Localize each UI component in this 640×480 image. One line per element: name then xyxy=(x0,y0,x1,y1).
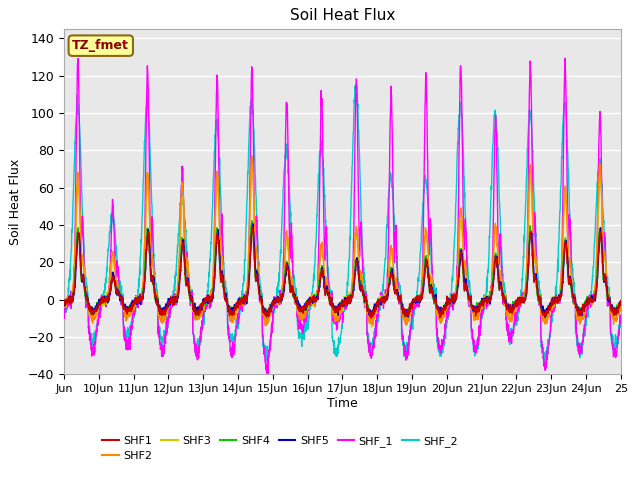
SHF_2 xyxy=(353,81,360,87)
SHF_2 xyxy=(60,311,68,317)
SHF4 xyxy=(248,218,255,224)
SHF5 xyxy=(60,301,68,307)
SHF_1 xyxy=(541,362,549,368)
SHF5 xyxy=(116,292,124,298)
SHF4 xyxy=(263,315,271,321)
SHF1 xyxy=(376,297,384,302)
SHF3 xyxy=(376,297,384,302)
Line: SHF1: SHF1 xyxy=(64,227,621,318)
SHF5 xyxy=(542,312,550,318)
SHF3 xyxy=(609,312,617,318)
SHF1 xyxy=(510,302,518,308)
SHF2 xyxy=(60,304,68,310)
Line: SHF2: SHF2 xyxy=(64,156,621,326)
SHF1 xyxy=(542,312,550,317)
SHF3 xyxy=(510,310,518,316)
SHF2 xyxy=(248,153,256,159)
Text: TZ_fmet: TZ_fmet xyxy=(72,39,129,52)
SHF_2 xyxy=(236,312,244,318)
SHF3 xyxy=(368,324,376,330)
SHF1 xyxy=(236,296,244,302)
Line: SHF_2: SHF_2 xyxy=(64,84,621,362)
SHF5 xyxy=(617,299,625,305)
SHF_1 xyxy=(264,371,272,377)
SHF5 xyxy=(609,307,617,312)
SHF1 xyxy=(367,315,375,321)
SHF2 xyxy=(510,309,518,315)
SHF3 xyxy=(542,315,550,321)
Line: SHF3: SHF3 xyxy=(64,167,621,327)
SHF2 xyxy=(262,323,269,329)
SHF5 xyxy=(376,300,384,306)
SHF2 xyxy=(236,301,244,307)
SHF1 xyxy=(609,309,617,315)
SHF2 xyxy=(617,303,625,309)
SHF_1 xyxy=(376,302,384,308)
SHF3 xyxy=(248,164,256,170)
Legend: SHF1, SHF2, SHF3, SHF4, SHF5, SHF_1, SHF_2: SHF1, SHF2, SHF3, SHF4, SHF5, SHF_1, SHF… xyxy=(97,431,462,466)
SHF_2 xyxy=(510,324,518,329)
SHF4 xyxy=(609,307,617,313)
SHF_2 xyxy=(609,341,617,347)
SHF3 xyxy=(60,304,68,310)
SHF_1 xyxy=(617,320,625,326)
SHF3 xyxy=(116,291,124,297)
SHF1 xyxy=(617,298,625,303)
SHF_1 xyxy=(60,310,68,316)
SHF2 xyxy=(542,316,550,322)
SHF4 xyxy=(116,294,124,300)
SHF5 xyxy=(249,221,257,227)
SHF2 xyxy=(116,293,124,299)
SHF3 xyxy=(617,301,625,307)
Y-axis label: Soil Heat Flux: Soil Heat Flux xyxy=(10,158,22,245)
SHF4 xyxy=(510,302,518,308)
SHF1 xyxy=(60,298,68,303)
SHF4 xyxy=(236,294,244,300)
SHF_2 xyxy=(617,317,625,323)
SHF5 xyxy=(510,302,518,308)
Title: Soil Heat Flux: Soil Heat Flux xyxy=(290,9,395,24)
SHF_2 xyxy=(541,356,549,362)
SHF1 xyxy=(248,224,256,230)
SHF_2 xyxy=(116,283,124,288)
Line: SHF_1: SHF_1 xyxy=(64,58,621,374)
SHF4 xyxy=(617,298,625,304)
SHF_1 xyxy=(561,55,569,61)
SHF2 xyxy=(376,296,384,302)
SHF_1 xyxy=(236,301,244,307)
SHF2 xyxy=(609,313,617,319)
Line: SHF4: SHF4 xyxy=(64,221,621,318)
SHF3 xyxy=(236,302,244,308)
Line: SHF5: SHF5 xyxy=(64,224,621,317)
SHF_2 xyxy=(542,360,550,365)
SHF4 xyxy=(542,311,550,316)
SHF_1 xyxy=(609,342,617,348)
SHF4 xyxy=(60,300,68,306)
SHF_2 xyxy=(376,307,384,313)
SHF4 xyxy=(376,298,384,304)
SHF5 xyxy=(236,301,244,307)
SHF_1 xyxy=(510,323,518,328)
SHF_1 xyxy=(116,294,124,300)
SHF5 xyxy=(404,314,412,320)
X-axis label: Time: Time xyxy=(327,397,358,410)
SHF1 xyxy=(116,294,124,300)
